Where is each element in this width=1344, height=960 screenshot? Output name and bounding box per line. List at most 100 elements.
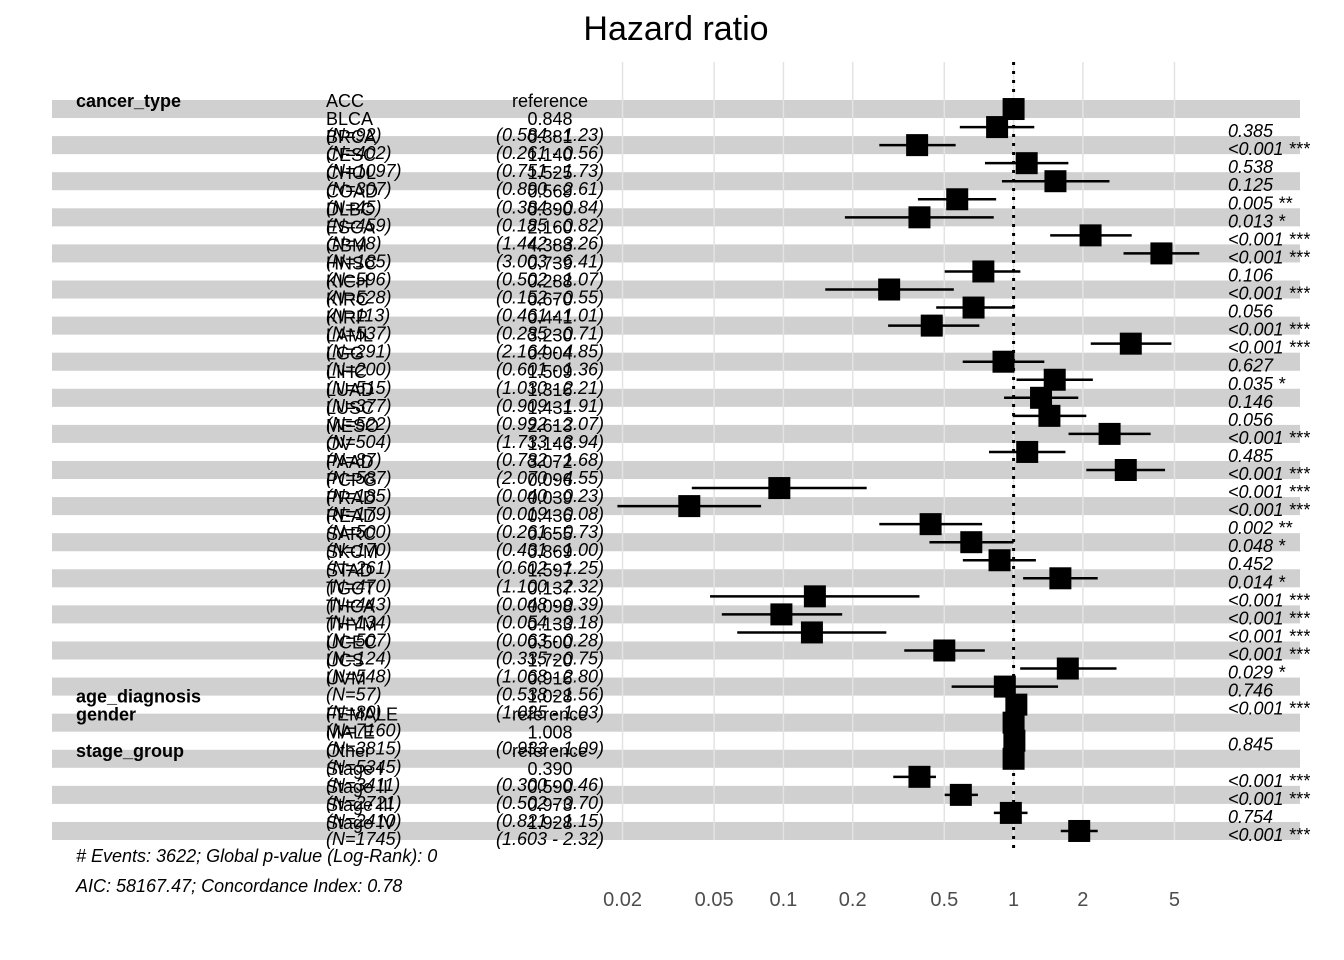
ci-label: (1.603 - 2.32) — [496, 829, 604, 849]
n-label: (N=3815) — [326, 739, 402, 759]
level-label: THYM — [326, 614, 377, 634]
ci-label: (0.285 - 0.71) — [496, 324, 604, 344]
estimate-label: 1.525 — [527, 163, 572, 183]
level-label: MESO — [326, 416, 379, 436]
hr-point — [1003, 729, 1026, 752]
estimate-label: 0.098 — [527, 596, 572, 616]
n-label: (N=522) — [326, 414, 392, 434]
p-value-label: 0.845 — [1228, 735, 1274, 755]
variable-label: stage_group — [76, 741, 184, 761]
ci-label: (0.431 - 1.00) — [496, 540, 604, 560]
hr-point — [1005, 693, 1028, 716]
level-label: PRAD — [326, 488, 376, 508]
estimate-label: 0.655 — [527, 524, 572, 544]
hr-point — [800, 621, 823, 644]
p-value-label: <0.001 *** — [1228, 626, 1311, 646]
ci-label: (0.909 - 1.91) — [496, 396, 604, 416]
estimate-label: 0.500 — [527, 632, 572, 652]
chart-title: Hazard ratio — [583, 10, 768, 48]
level-label: CESC — [326, 145, 376, 165]
p-value-label: <0.001 *** — [1228, 825, 1311, 845]
x-tick-label: 2 — [1077, 889, 1088, 911]
p-value-label: 0.029 * — [1228, 663, 1286, 683]
ci-label: (0.048 - 0.39) — [496, 594, 604, 614]
estimate-label: 0.390 — [527, 199, 572, 219]
p-value-label: 0.002 ** — [1228, 518, 1293, 538]
row-stripe — [52, 316, 1300, 335]
x-tick-label: 0.1 — [770, 889, 798, 911]
estimate-label: 0.390 — [527, 759, 572, 779]
estimate-label: 0.288 — [527, 272, 572, 292]
estimate-label: 0.436 — [527, 506, 572, 526]
p-value-label: <0.001 *** — [1228, 771, 1311, 791]
p-value-label: 0.452 — [1228, 554, 1273, 574]
level-label: PCPG — [326, 470, 377, 490]
n-label: (N=57) — [326, 685, 382, 705]
hr-point — [1015, 152, 1038, 175]
p-value-label: <0.001 *** — [1228, 500, 1311, 520]
ci-label: (0.063 - 0.28) — [496, 630, 604, 650]
ci-label: (0.538 - 1.56) — [496, 685, 604, 705]
estimate-label: 0.381 — [527, 127, 572, 147]
hr-point — [1150, 242, 1173, 265]
n-label: (N=80) — [326, 703, 382, 723]
p-value-label: <0.001 *** — [1228, 608, 1311, 628]
gridlines — [621, 62, 1176, 840]
n-label: (N=200) — [326, 360, 392, 380]
x-tick-label: 0.02 — [603, 889, 642, 911]
n-label: (N=587) — [326, 468, 392, 488]
row-stripe — [52, 713, 1300, 732]
estimate-label: 1.509 — [527, 362, 572, 382]
p-value-label: <0.001 *** — [1228, 428, 1311, 448]
estimate-label: 0.904 — [527, 344, 572, 364]
hr-point — [949, 783, 972, 806]
estimate-label: reference — [512, 741, 588, 761]
p-value-label: 0.125 — [1228, 175, 1274, 195]
ci-label: (2.070 - 4.55) — [496, 468, 604, 488]
level-label: Stage III — [326, 795, 393, 815]
hr-point — [1016, 440, 1039, 463]
row-stripe — [52, 641, 1300, 660]
hr-point — [999, 801, 1022, 824]
estimate-label: 0.133 — [527, 614, 572, 634]
hr-point — [986, 116, 1009, 139]
row-stripe — [52, 821, 1300, 840]
hr-point — [993, 675, 1016, 698]
ci-label: (1.100 - 2.32) — [496, 576, 604, 596]
row-labels: cancer_type ACC referenceBLCA(N=92)0.848(0… — [76, 91, 1311, 849]
p-value-label: 0.056 — [1228, 302, 1274, 322]
hr-point — [803, 585, 826, 608]
ci-label: (0.185 - 0.82) — [496, 215, 604, 235]
hr-point — [1068, 819, 1091, 842]
p-value-label: 0.005 ** — [1228, 193, 1293, 213]
ci-label: (0.152 - 0.55) — [496, 288, 604, 308]
level-label: STAD — [326, 560, 373, 580]
level-label: ESCA — [326, 217, 375, 237]
n-label: (N=1097) — [326, 161, 402, 181]
level-label: THCA — [326, 596, 375, 616]
n-label: (N=87) — [326, 450, 382, 470]
hr-point — [1038, 404, 1061, 427]
ci-label: (0.335 - 0.75) — [496, 648, 604, 668]
row-stripe — [52, 244, 1300, 263]
n-label: (N=261) — [326, 558, 392, 578]
level-label: SKCM — [326, 542, 378, 562]
n-label: (N=170) — [326, 540, 392, 560]
estimate-label: 1.720 — [527, 651, 572, 671]
estimate-label: 0.869 — [527, 542, 572, 562]
estimate-label: 0.973 — [527, 795, 572, 815]
row-stripe — [52, 352, 1300, 371]
level-label: Stage I — [326, 759, 383, 779]
variable-label: age_diagnosis — [76, 687, 201, 707]
p-value-label: <0.001 *** — [1228, 139, 1311, 159]
estimate-label: 0.137 — [527, 578, 572, 598]
estimate-label: 0.848 — [527, 109, 572, 129]
level-label: Stage II — [326, 777, 388, 797]
p-value-label: 0.538 — [1228, 157, 1273, 177]
estimate-label: 1.008 — [527, 723, 572, 743]
n-label: (N=1745) — [326, 829, 402, 849]
n-label: (N=45) — [326, 197, 382, 217]
n-label: (N=537) — [326, 324, 392, 344]
p-value-label: <0.001 *** — [1228, 699, 1311, 719]
estimate-label: 0.590 — [527, 777, 572, 797]
